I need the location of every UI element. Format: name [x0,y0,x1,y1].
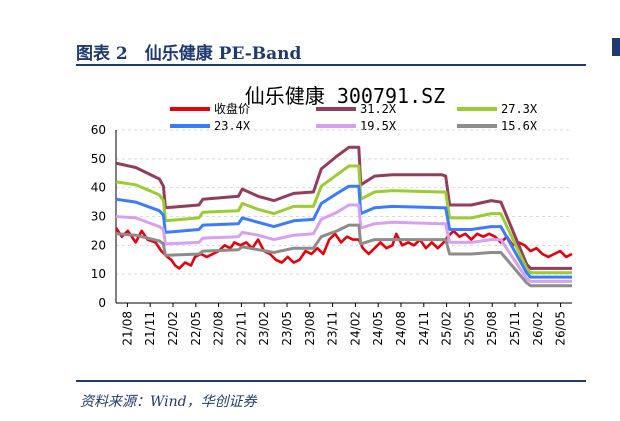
y-tick-label: 50 [91,152,106,166]
y-tick-label: 60 [91,123,106,137]
x-tick-label: 25/02 [440,311,454,346]
header-rule [76,64,586,66]
chart-title: 仙乐健康 300791.SZ [245,84,445,108]
x-tick-label: 24/08 [394,311,408,346]
x-tick-label: 26/05 [554,311,568,346]
x-tick-label: 23/08 [303,311,317,346]
legend: 收盘价 31.2X 27.3X 23.4X 19.5X 15.6X [170,101,538,133]
x-tick-label: 25/11 [508,311,522,346]
x-tick-label: 21/11 [143,311,157,346]
legend-label: 27.3X [501,102,538,116]
plot-area [114,145,573,288]
report-figure-title: 图表 2 仙乐健康 PE-Band [76,44,302,64]
legend-label: 15.6X [501,119,538,133]
y-tick-label: 20 [91,238,106,252]
x-tick-label: 22/02 [166,311,180,346]
x-tick-label: 24/05 [371,311,385,346]
y-tick-label: 0 [98,296,106,310]
y-tick-label: 10 [91,267,106,281]
source-note: 资料来源：Wind，华创证券 [80,394,257,410]
series-line [115,223,572,288]
y-tick-label: 30 [91,210,106,224]
legend-label: 31.2X [360,102,397,116]
series-line [115,184,572,279]
x-tick-label: 22/05 [189,311,203,346]
x-tick-label: 24/11 [417,311,431,346]
y-tick-label: 40 [91,181,106,195]
footer-rule [76,380,586,382]
series-line [115,145,572,270]
legend-label: 23.4X [214,119,251,133]
x-tick-label: 21/08 [120,311,134,346]
x-tick-label: 25/08 [485,311,499,346]
x-tick-label: 23/05 [280,311,294,346]
adjacent-page-mark [612,38,620,56]
series-line [115,203,572,283]
series-line [115,164,572,275]
x-tick-label: 25/05 [462,311,476,346]
x-tick-label: 22/08 [212,311,226,346]
series-line [114,227,573,270]
legend-label: 19.5X [360,119,397,133]
x-tick-label: 23/11 [326,311,340,346]
x-tick-label: 23/02 [257,311,271,346]
x-axis: 21/08 21/11 22/02 22/05 22/08 22/11 23/02 23/05… [116,302,572,346]
x-tick-label: 22/11 [234,311,248,346]
legend-label: 收盘价 [214,101,250,116]
x-tick-label: 24/02 [348,311,362,346]
y-axis: 0 10 20 30 40 50 60 [91,123,117,310]
x-tick-label: 26/02 [531,311,545,346]
